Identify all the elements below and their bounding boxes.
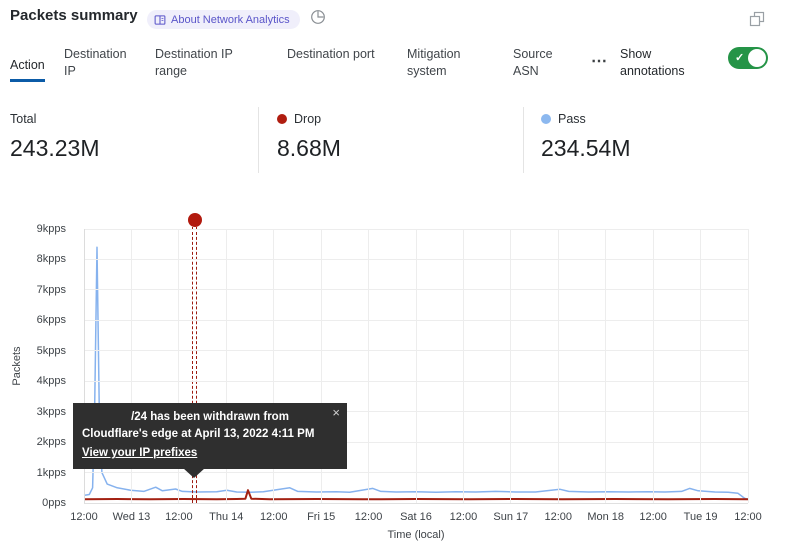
tab-destination-port[interactable]: Destination port — [287, 47, 375, 61]
x-tick-label: 12:00 — [734, 511, 762, 523]
x-tick-label: 12:00 — [259, 511, 288, 523]
stat-label: Drop — [294, 112, 322, 126]
stat-dot — [277, 114, 287, 124]
series-line-drop — [83, 489, 749, 501]
y-tick-label: 3kpps — [36, 405, 66, 418]
badge-label: About Network Analytics — [171, 13, 290, 26]
gridline — [83, 229, 85, 503]
gridline — [700, 229, 702, 503]
y-tick-label: 7kpps — [36, 283, 66, 296]
page-title: Packets summary — [10, 7, 138, 24]
gridline — [415, 229, 417, 503]
y-tick-label: 6kpps — [36, 314, 66, 327]
gridline — [747, 229, 749, 503]
x-tick-label: 12:00 — [544, 511, 573, 523]
y-tick-label: 5kpps — [36, 344, 66, 357]
close-icon[interactable]: × — [332, 405, 340, 420]
x-tick-label: Mon 18 — [587, 511, 625, 523]
stat-value: 234.54M — [541, 135, 631, 161]
show-annotations-label: Show annotations — [620, 47, 685, 78]
stat-drop: Drop 8.68M — [277, 112, 341, 162]
gridline — [605, 229, 607, 503]
annotation-marker-dot[interactable] — [187, 213, 202, 227]
y-tick-label: 0pps — [42, 497, 66, 509]
gridline — [368, 229, 370, 503]
more-tabs-button[interactable]: ⋯ — [591, 53, 607, 70]
gridline — [652, 229, 654, 503]
tab-mitigation-system[interactable]: Mitigation system — [407, 47, 461, 78]
tab-action[interactable]: Action — [10, 57, 45, 82]
y-tick-label: 2kpps — [36, 436, 66, 449]
tooltip-arrow — [183, 468, 205, 478]
gridline — [273, 229, 275, 503]
x-tick-label: Wed 13 — [112, 511, 151, 523]
annotation-dashed-line — [192, 227, 198, 503]
x-tick-label: Sun 17 — [493, 511, 529, 523]
x-tick-label: Sat 16 — [400, 511, 432, 523]
tooltip-text-line1: /24 has been withdrawn from — [131, 411, 289, 423]
stat-value: 8.68M — [277, 135, 341, 161]
x-tick-label: Fri 15 — [307, 511, 336, 523]
gridline — [510, 229, 512, 503]
y-axis-title: Packets — [11, 346, 23, 386]
stat-label: Pass — [558, 112, 586, 126]
tooltip-text-line2: Cloudflare's edge at April 13, 2022 4:11… — [82, 428, 315, 440]
x-tick-label: 12:00 — [639, 511, 667, 523]
stat-value: 243.23M — [10, 135, 100, 161]
gridline — [178, 229, 180, 503]
view-ip-prefixes-link[interactable]: View your IP prefixes — [82, 447, 198, 459]
gridline — [84, 502, 748, 504]
tab-action-label: Action — [10, 57, 45, 82]
x-tick-label: Tue 19 — [683, 511, 718, 523]
stat-divider — [258, 107, 259, 173]
series-line-pass — [83, 246, 749, 501]
stat-pass: Pass 234.54M — [541, 112, 631, 162]
gridline — [320, 229, 322, 503]
stat-divider — [523, 107, 524, 173]
x-tick-label: 12:00 — [354, 511, 383, 523]
gridline — [462, 229, 464, 503]
check-icon: ✓ — [735, 52, 745, 64]
x-tick-label: Thu 14 — [209, 511, 244, 523]
x-tick-label: 12:00 — [165, 511, 193, 523]
y-tick-label: 1kpps — [36, 466, 66, 479]
tab-destination-ip-range[interactable]: Destination IP range — [155, 47, 233, 78]
gridline — [130, 229, 132, 503]
y-tick-label: 8kpps — [36, 253, 66, 266]
open-in-window-icon[interactable] — [749, 11, 765, 32]
time-range-icon[interactable] — [310, 9, 326, 30]
plot-area: Time (local) 0pps 1kpps 2kpps 3kpps 4kpps 5kp… — [37, 213, 762, 541]
book-icon — [154, 14, 166, 25]
gridline — [225, 229, 227, 503]
y-tick-label: 4kpps — [36, 375, 66, 388]
stat-dot — [541, 114, 551, 124]
x-tick-label: 12:00 — [449, 511, 478, 523]
x-tick-label: 12:00 — [70, 511, 98, 523]
toggle-knob — [748, 49, 766, 67]
y-tick-label: 9kpps — [36, 223, 66, 235]
annotation-tooltip: × /24 has been withdrawn from Cloudflare… — [73, 403, 347, 478]
stat-total: Total 243.23M — [10, 112, 100, 162]
x-axis-title: Time (local) — [387, 529, 445, 541]
stat-label: Total — [10, 112, 37, 126]
tab-source-asn[interactable]: Source ASN — [513, 47, 553, 78]
show-annotations-toggle[interactable]: ✓ — [728, 47, 768, 69]
gridline — [557, 229, 559, 503]
about-network-analytics-badge[interactable]: About Network Analytics — [147, 10, 300, 29]
tab-destination-ip[interactable]: Destination IP — [64, 47, 127, 78]
chart-lines — [83, 246, 749, 501]
